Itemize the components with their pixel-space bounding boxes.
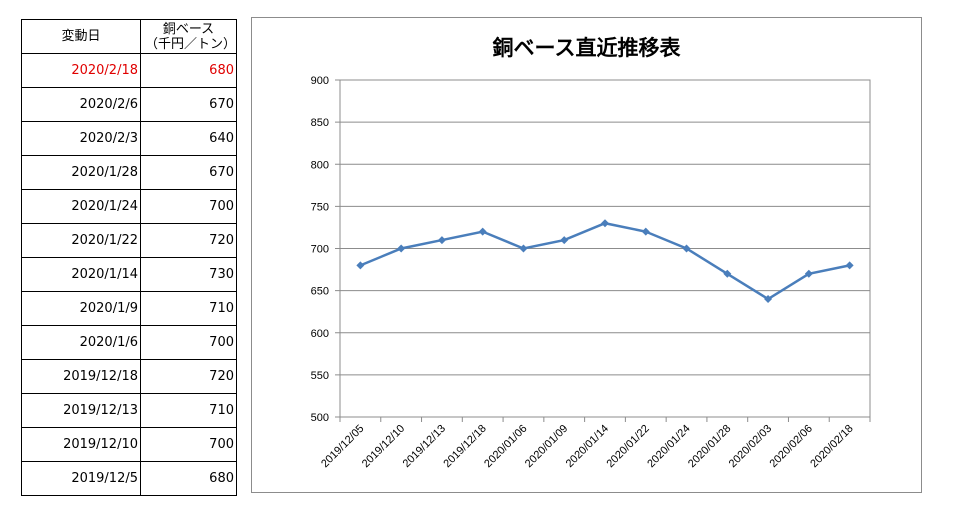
y-tick-label: 850 [311, 117, 329, 129]
y-tick-label: 550 [311, 370, 329, 382]
row-value: 700 [140, 189, 237, 224]
row-date: 2019/12/18 [21, 359, 141, 394]
line-chart: 5005506006507007508008509002019/12/05201… [311, 75, 871, 470]
y-tick-label: 800 [311, 159, 329, 171]
row-date: 2020/1/22 [21, 223, 141, 258]
data-point [764, 295, 773, 304]
row-date: 2019/12/5 [21, 461, 141, 496]
y-tick-label: 650 [311, 286, 329, 298]
table-row: 2020/1/24 700 [21, 189, 237, 224]
table-row: 2020/2/6 670 [21, 87, 237, 122]
data-point [437, 236, 446, 245]
x-tick-label: 2020/02/06 [768, 423, 815, 470]
row-value: 710 [140, 291, 237, 326]
row-value: 700 [140, 325, 237, 360]
data-point [560, 236, 569, 245]
row-value: 670 [140, 155, 237, 190]
row-date: 2020/2/18 [21, 53, 141, 88]
row-date: 2020/2/6 [21, 87, 141, 122]
x-tick-label: 2019/12/10 [360, 423, 407, 470]
header-value: 銅ベース （千円／トン） [140, 19, 237, 54]
row-value: 720 [140, 223, 237, 258]
table-row: 2020/1/22 720 [21, 223, 237, 258]
data-point [478, 227, 487, 236]
series-line [359, 221, 850, 301]
x-tick-label: 2020/02/03 [727, 423, 774, 470]
x-tick-label: 2020/01/06 [482, 423, 529, 470]
row-value: 700 [140, 427, 237, 462]
x-tick-label: 2019/12/18 [441, 423, 488, 470]
data-point [397, 244, 406, 253]
header-value-line1: 銅ベース [162, 21, 215, 37]
row-date: 2019/12/10 [21, 427, 141, 462]
row-value: 640 [140, 121, 237, 156]
row-value: 680 [140, 53, 237, 88]
row-date: 2019/12/13 [21, 393, 141, 428]
data-point [682, 244, 691, 253]
row-value: 730 [140, 257, 237, 292]
data-point [601, 219, 609, 228]
y-tick-label: 750 [311, 201, 329, 213]
data-point [804, 269, 813, 278]
row-date: 2020/1/9 [21, 291, 141, 326]
row-date: 2020/1/24 [21, 189, 141, 224]
price-table: 変動日 銅ベース （千円／トン） 2020/2/18 680 2020/2/6 670… [21, 19, 237, 496]
table-row: 2020/2/18 680 [21, 53, 237, 88]
row-date: 2020/1/6 [21, 325, 141, 360]
row-value: 720 [140, 359, 237, 394]
data-point [519, 244, 528, 253]
x-tick-label: 2020/01/24 [645, 423, 692, 470]
table-row: 2020/1/6 700 [21, 325, 237, 360]
table-row: 2019/12/5 680 [21, 461, 237, 496]
header-date: 変動日 [21, 19, 141, 54]
row-date: 2020/1/28 [21, 155, 141, 190]
header-value-line2: （千円／トン） [145, 36, 237, 52]
row-value: 670 [140, 87, 237, 122]
table-row: 2020/1/28 670 [21, 155, 237, 190]
data-point [356, 261, 365, 270]
y-tick-label: 600 [311, 328, 329, 340]
table-row: 2019/12/10 700 [21, 427, 237, 462]
x-tick-label: 2020/01/28 [686, 423, 733, 470]
y-tick-label: 500 [311, 412, 329, 424]
data-point [723, 269, 732, 278]
x-tick-label: 2019/12/05 [319, 423, 366, 470]
x-tick-label: 2020/02/18 [808, 423, 855, 470]
y-tick-label: 900 [311, 75, 329, 87]
row-value: 710 [140, 393, 237, 428]
x-tick-label: 2020/01/22 [604, 423, 651, 470]
row-value: 680 [140, 461, 237, 496]
table-row: 2020/1/9 710 [21, 291, 237, 326]
data-point [845, 261, 854, 270]
row-date: 2020/1/14 [21, 257, 141, 292]
table-row: 2019/12/18 720 [21, 359, 237, 394]
chart-title: 銅ベース直近推移表 [492, 36, 681, 60]
x-tick-label: 2019/12/13 [401, 423, 448, 470]
x-tick-label: 2020/01/14 [564, 423, 611, 470]
data-point [641, 227, 650, 236]
row-date: 2020/2/3 [21, 121, 141, 156]
y-tick-label: 700 [311, 244, 329, 256]
table-row: 2019/12/13 710 [21, 393, 237, 428]
chart-panel: 銅ベース直近推移表 500 550 600 650 700 750 800 850 900 201… [251, 17, 922, 493]
table-row: 2020/1/14 730 [21, 257, 237, 292]
table-row: 2020/2/3 640 [21, 121, 237, 156]
x-tick-label: 2020/01/09 [523, 423, 570, 470]
table-header-row: 変動日 銅ベース （千円／トン） [21, 19, 237, 54]
